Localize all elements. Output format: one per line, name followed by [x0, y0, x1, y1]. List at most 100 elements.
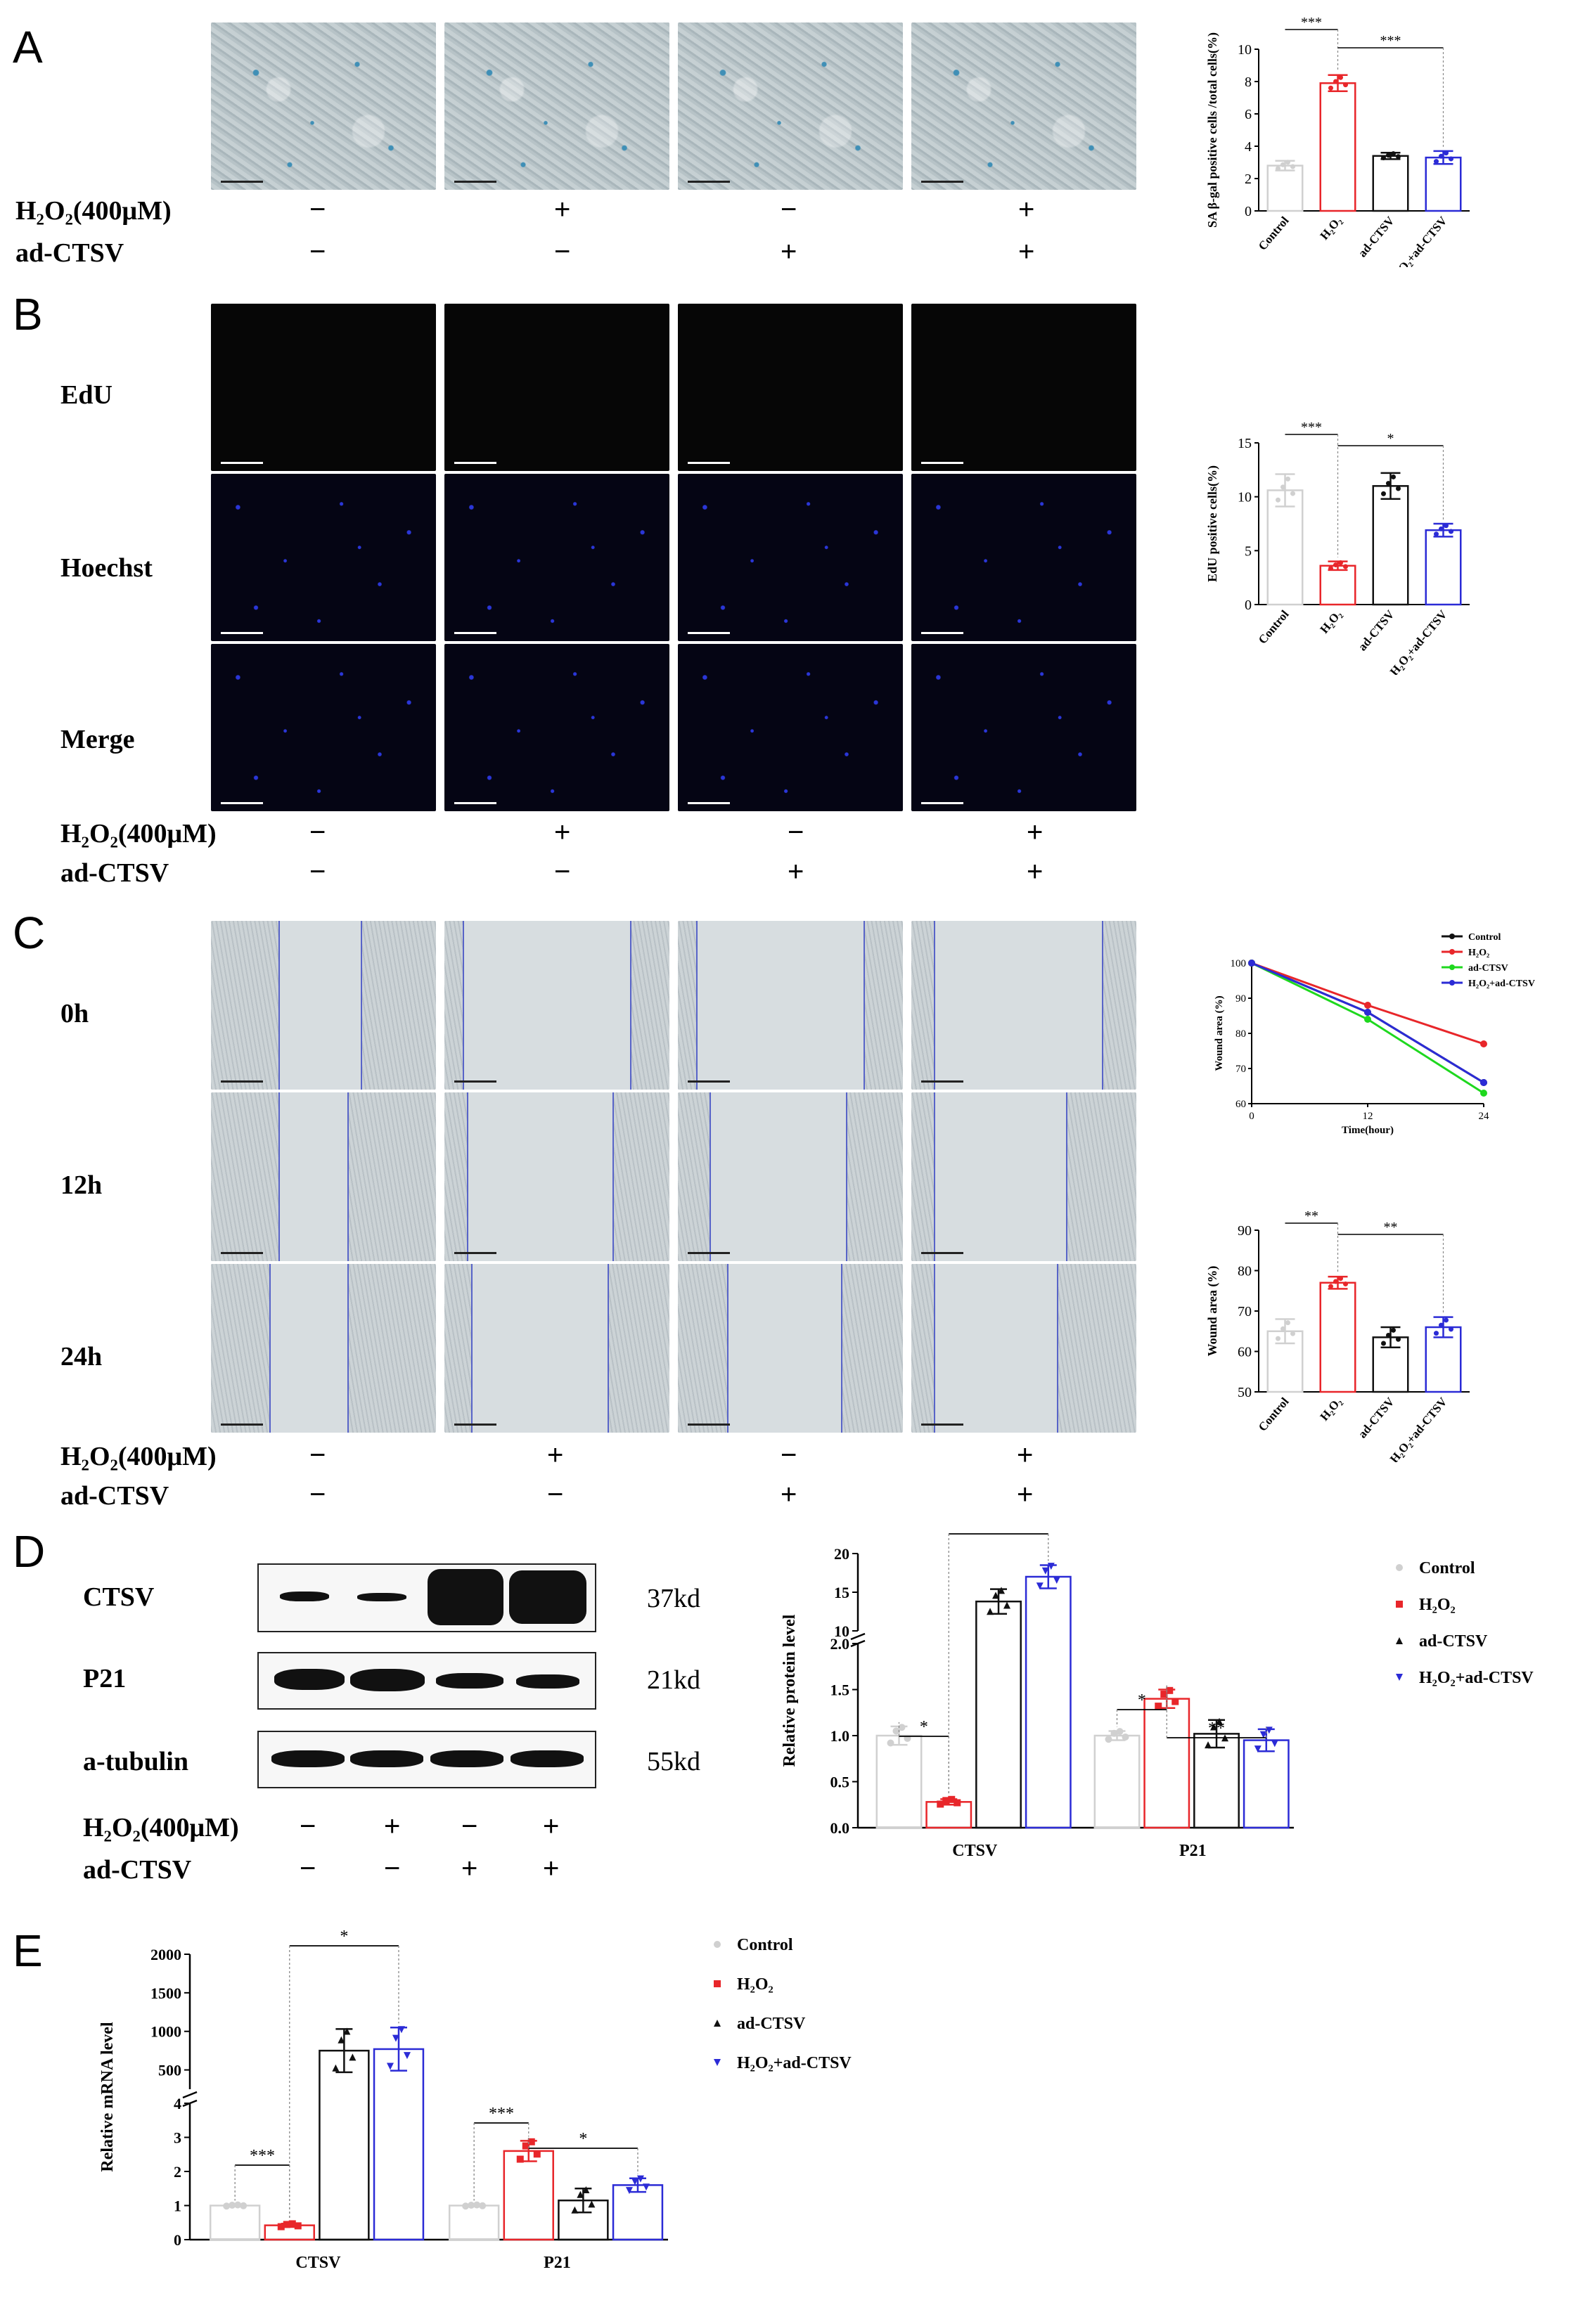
sign: + [1018, 236, 1035, 267]
row-label-ctsv: CTSV [83, 1582, 155, 1612]
data-point [1396, 1564, 1403, 1571]
data-point [1449, 156, 1453, 162]
kd-label-tubulin: 55kd [647, 1747, 700, 1776]
edu-image-control [211, 304, 436, 471]
data-point [240, 2202, 248, 2209]
row-label-12h: 12h [60, 1170, 103, 1200]
bar [448, 2204, 500, 2241]
y-tick-label: 80 [1238, 1264, 1252, 1279]
wound-gap [934, 1092, 1067, 1261]
data-point [1216, 1717, 1224, 1725]
sign: + [554, 817, 571, 848]
data-point [1343, 1281, 1348, 1286]
y-tick-label: 20 [834, 1545, 849, 1563]
data-point [1271, 1740, 1278, 1748]
x-tick-label: ad-CTSV [1356, 607, 1397, 654]
hoechst-image-h2o2 [444, 474, 669, 641]
data-point [462, 2202, 470, 2210]
row-label-tubulin: a-tubulin [83, 1747, 188, 1776]
y-tick-label: 50 [1238, 1385, 1252, 1400]
panel-letter-e: E [13, 1925, 43, 1976]
data-point [992, 1592, 1000, 1599]
scale-bar [454, 632, 496, 634]
sign: + [384, 1811, 401, 1842]
data-point [1449, 964, 1455, 970]
y-tick-label: 90 [1238, 1223, 1252, 1239]
data-point [1434, 1331, 1439, 1336]
wound-gap [269, 1264, 349, 1433]
data-point [343, 2027, 351, 2035]
data-point [1210, 1723, 1218, 1731]
sign: + [543, 1853, 560, 1884]
data-point [234, 2201, 242, 2209]
significance-label: *** [1301, 15, 1322, 30]
scale-bar [221, 1252, 263, 1254]
data-point [1276, 1336, 1280, 1341]
scale-bar [454, 1424, 496, 1426]
data-point [1328, 565, 1333, 571]
data-point [1449, 949, 1455, 955]
scale-bar [454, 802, 496, 804]
data-point [987, 1608, 994, 1615]
y-axis-label: Wound area (%) [1205, 1266, 1220, 1357]
data-point [1003, 1601, 1011, 1609]
y-tick-label: 2000 [150, 1946, 181, 1963]
wound-image-combo-0h [911, 921, 1136, 1090]
bar [1025, 1575, 1072, 1829]
y-tick-label: 70 [1235, 1064, 1246, 1075]
data-point [403, 2052, 411, 2060]
x-tick-label: 24 [1479, 1111, 1490, 1122]
data-point [942, 1797, 950, 1805]
significance-label: *** [1301, 422, 1322, 435]
legend-label: ad-CTSV [1468, 963, 1508, 974]
sign: + [788, 856, 804, 887]
wound-gap [934, 921, 1103, 1090]
scale-bar [221, 1080, 263, 1083]
data-point [1434, 531, 1439, 537]
data-point [332, 2064, 340, 2072]
data-point [1449, 934, 1455, 939]
merge-image-adctsv [678, 644, 903, 811]
data-point [631, 2178, 638, 2186]
adctsv-treatment-label: ad-CTSV [15, 238, 124, 268]
data-point [1248, 960, 1255, 967]
data-point [1386, 481, 1391, 486]
edu-image-h2o2 [444, 304, 669, 471]
sign: − [554, 236, 571, 267]
sign: − [309, 856, 326, 887]
significance-label: *** [250, 2147, 275, 2165]
scale-bar [688, 802, 730, 804]
data-point [283, 2221, 290, 2228]
data-point [1391, 474, 1396, 479]
y-tick-label: 0.0 [830, 1819, 850, 1837]
wound-image-control-0h [211, 921, 436, 1090]
scale-bar [921, 181, 963, 183]
data-point [349, 2053, 357, 2061]
data-point [338, 2036, 345, 2044]
data-point [1449, 1326, 1453, 1332]
y-tick-label: 10 [1238, 490, 1252, 505]
x-axis-label: Time(hour) [1342, 1125, 1394, 1136]
sa-bgal-image-control [211, 22, 436, 190]
data-point [1155, 1703, 1162, 1710]
scale-bar [454, 1252, 496, 1254]
sign: − [309, 817, 326, 848]
data-point [1444, 150, 1449, 156]
data-point [294, 2222, 302, 2230]
data-point [392, 2034, 399, 2042]
data-point [1396, 1336, 1401, 1342]
panel-letter-b: B [13, 289, 43, 340]
y-tick-label: 3 [174, 2129, 181, 2147]
data-point [1364, 1009, 1371, 1016]
y-tick-label: 10 [834, 1622, 849, 1640]
data-point [1280, 162, 1285, 167]
chart-mrna-level: 0 1 2 3 4 500 1000 1500 2000 Relative mRNA level C… [98, 1928, 852, 2272]
wound-image-adctsv-12h [678, 1092, 903, 1261]
scale-bar [921, 462, 963, 464]
x-tick-label: H₂O₂+ad-CTSV [1387, 214, 1450, 267]
y-axis-label: Wound area (%) [1214, 995, 1225, 1071]
data-point [468, 2202, 475, 2209]
scale-bar [454, 1080, 496, 1083]
scale-bar [688, 181, 730, 183]
wound-gap [278, 1092, 349, 1261]
